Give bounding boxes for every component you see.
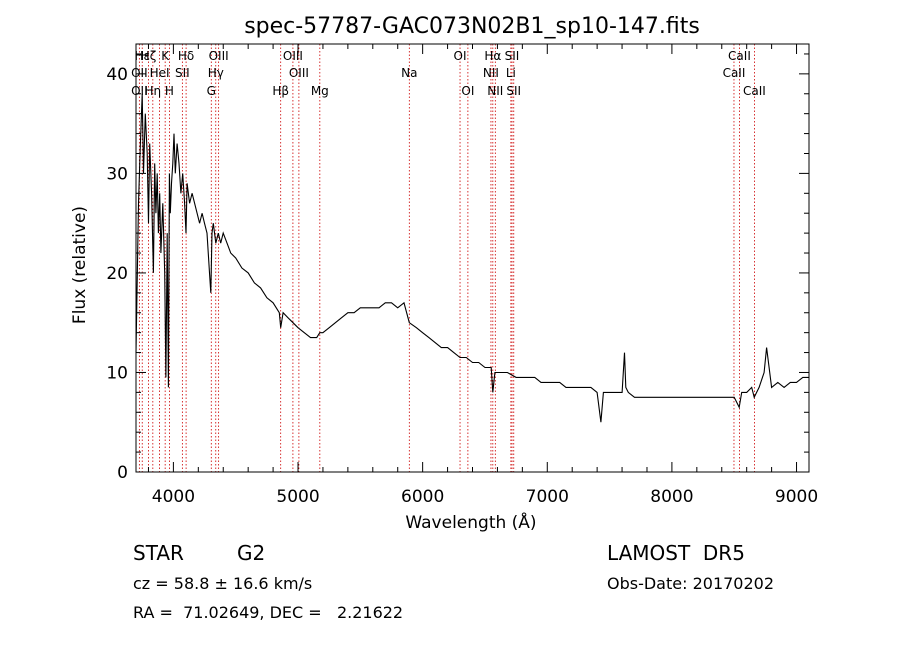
- y-axis-ticks: 0 10 20 30 40: [106, 53, 809, 483]
- x-tick-label: 7000: [526, 487, 569, 507]
- spectral-line-label: SII: [505, 49, 520, 63]
- spectral-line-label: OI: [454, 49, 467, 63]
- y-tick-label: 30: [106, 164, 128, 184]
- y-tick-label: 20: [106, 264, 128, 284]
- spectral-line-label: Mg: [311, 84, 329, 98]
- spectral-line-label: Hα: [484, 49, 501, 63]
- spectral-line-markers: [138, 44, 755, 472]
- coordinates: RA = 71.02649, DEC = 2.21622: [133, 603, 404, 622]
- spectral-line-label: OIII: [289, 66, 309, 80]
- spectral-line-label: OII: [131, 84, 148, 98]
- spectral-line-label: Hζ: [141, 49, 157, 63]
- spectral-line-label: G: [207, 84, 216, 98]
- plot-frame: [135, 43, 810, 473]
- spectral-line-label: Hβ: [272, 84, 289, 98]
- spectral-line-label: Li: [506, 66, 516, 80]
- spectral-line-label: OIII: [209, 49, 229, 63]
- x-tick-label: 9000: [775, 487, 818, 507]
- spectral-line-label: HeI: [150, 66, 170, 80]
- spectral-line-label: K: [161, 49, 170, 63]
- spectral-line-label: OI: [461, 84, 474, 98]
- survey-label: LAMOST DR5: [607, 541, 745, 565]
- x-axis-ticks: 4000 5000 6000 7000 8000 9000: [147, 44, 818, 507]
- object-class: STAR: [133, 541, 184, 565]
- redshift-velocity: cz = 58.8 ± 16.6 km/s: [133, 574, 313, 593]
- spectrum-series-line: [135, 93, 809, 423]
- spectral-line-label: CaII: [723, 66, 746, 80]
- spectral-line-label: Hε: [134, 49, 150, 63]
- spectral-line-label: NII: [487, 84, 503, 98]
- spectral-line-label: Hδ: [178, 49, 194, 63]
- spectral-line-label: OII: [131, 66, 148, 80]
- spectral-line-label: Hη: [145, 84, 162, 98]
- spectral-line-label: Na: [401, 66, 417, 80]
- x-axis-label: Wavelength (Å): [405, 511, 536, 533]
- y-tick-label: 10: [106, 363, 128, 383]
- spectral-line-label: H: [165, 84, 174, 98]
- y-tick-label: 40: [106, 65, 128, 85]
- object-subclass: G2: [237, 541, 266, 565]
- observation-date: Obs-Date: 20170202: [607, 574, 775, 593]
- spectral-line-label: SII: [506, 84, 521, 98]
- y-axis-label: Flux (relative): [70, 206, 90, 324]
- spectral-line-label: NII: [483, 66, 499, 80]
- spectral-line-label: CaII: [743, 84, 766, 98]
- x-tick-label: 4000: [152, 487, 195, 507]
- spectral-line-label: CaII: [728, 49, 751, 63]
- spectral-line-label: Hγ: [208, 66, 224, 80]
- x-tick-label: 6000: [401, 487, 444, 507]
- spectral-line-label: OIII: [283, 49, 303, 63]
- spectral-line-label: SII: [175, 66, 190, 80]
- chart-title: spec-57787-GAC073N02B1_sp10-147.fits: [244, 14, 700, 39]
- x-tick-label: 8000: [650, 487, 693, 507]
- y-tick-label: 0: [117, 463, 128, 483]
- x-tick-label: 5000: [276, 487, 319, 507]
